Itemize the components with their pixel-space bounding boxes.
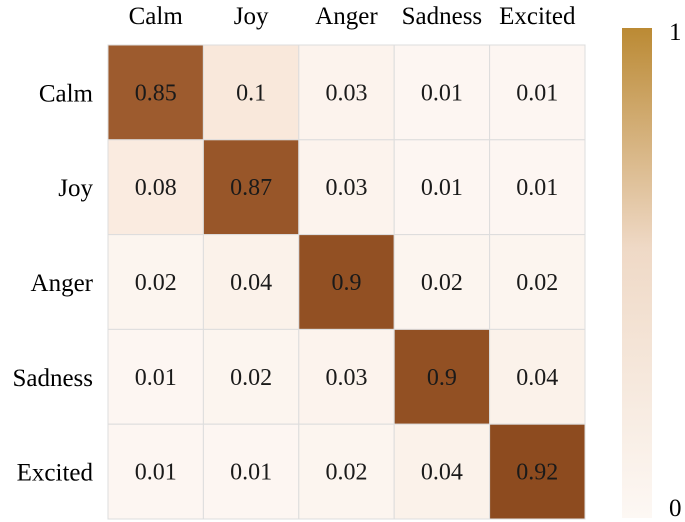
row-label: Excited bbox=[17, 460, 94, 487]
colorbar-max-label: 1 bbox=[669, 19, 682, 46]
heatmap-cell bbox=[489, 423, 586, 520]
row-label: Joy bbox=[58, 175, 93, 202]
cell-value-label: 0.02 bbox=[421, 270, 463, 296]
cell-value-label: 0.03 bbox=[326, 175, 368, 201]
cell-value-label: 0.03 bbox=[326, 365, 368, 391]
column-label: Excited bbox=[499, 3, 576, 30]
heatmap-cell bbox=[298, 139, 395, 236]
heatmap-cell bbox=[107, 139, 204, 236]
heatmap-cell bbox=[298, 328, 395, 425]
heatmap-cell bbox=[298, 423, 395, 520]
cell-value-label: 0.85 bbox=[135, 80, 177, 106]
row-labels: Calm Joy Anger Sadness Excited bbox=[12, 80, 93, 486]
column-label: Sadness bbox=[402, 3, 483, 30]
heatmap-cell bbox=[107, 44, 204, 141]
heatmap-cell bbox=[489, 328, 586, 425]
cell-value-label: 0.1 bbox=[236, 80, 266, 106]
heatmap-cell bbox=[489, 234, 586, 330]
heatmap-cell bbox=[202, 234, 300, 330]
cell-value-label: 0.04 bbox=[230, 270, 272, 296]
cell-value-label: 0.9 bbox=[332, 270, 362, 296]
heatmap-cells: 0.85 0.1 0.03 0.01 0.01 0.08 0.87 0.03 0.01 0.01 0… bbox=[107, 44, 586, 520]
cell-value-label: 0.04 bbox=[516, 365, 558, 391]
heatmap-cell bbox=[393, 234, 491, 330]
row-label: Sadness bbox=[12, 365, 93, 392]
heatmap-cell bbox=[393, 328, 491, 425]
colorbar bbox=[622, 28, 652, 518]
heatmap-cell bbox=[202, 328, 300, 425]
cell-value-label: 0.08 bbox=[135, 175, 177, 201]
cell-value-label: 0.02 bbox=[516, 270, 558, 296]
cell-value-label: 0.04 bbox=[421, 460, 463, 486]
column-label: Joy bbox=[234, 3, 269, 30]
heatmap-cell bbox=[393, 44, 491, 141]
heatmap-cell bbox=[489, 44, 586, 141]
column-label: Anger bbox=[315, 3, 378, 30]
cell-value-label: 0.92 bbox=[516, 460, 558, 486]
colorbar-min-label: 0 bbox=[669, 495, 682, 522]
cell-value-label: 0.01 bbox=[135, 460, 177, 486]
cell-value-label: 0.02 bbox=[230, 365, 272, 391]
heatmap-cell bbox=[107, 423, 204, 520]
heatmap-cell bbox=[202, 423, 300, 520]
row-label: Calm bbox=[39, 80, 94, 107]
cell-value-label: 0.01 bbox=[516, 80, 558, 106]
heatmap-cell bbox=[489, 139, 586, 236]
cell-value-label: 0.01 bbox=[421, 80, 463, 106]
cell-value-label: 0.03 bbox=[326, 80, 368, 106]
column-label: Calm bbox=[129, 3, 184, 30]
heatmap-cell bbox=[202, 44, 300, 141]
cell-value-label: 0.02 bbox=[326, 460, 368, 486]
cell-value-label: 0.01 bbox=[421, 175, 463, 201]
cell-value-label: 0.9 bbox=[427, 365, 457, 391]
column-labels: Calm Joy Anger Sadness Excited bbox=[129, 3, 576, 30]
cell-value-label: 0.01 bbox=[516, 175, 558, 201]
row-label: Anger bbox=[31, 270, 94, 297]
heatmap-cell bbox=[298, 234, 395, 330]
cell-value-label: 0.01 bbox=[135, 365, 177, 391]
cell-value-label: 0.01 bbox=[230, 460, 272, 486]
cell-value-label: 0.02 bbox=[135, 270, 177, 296]
cell-value-label: 0.87 bbox=[230, 175, 272, 201]
matrix-border bbox=[107, 44, 586, 520]
